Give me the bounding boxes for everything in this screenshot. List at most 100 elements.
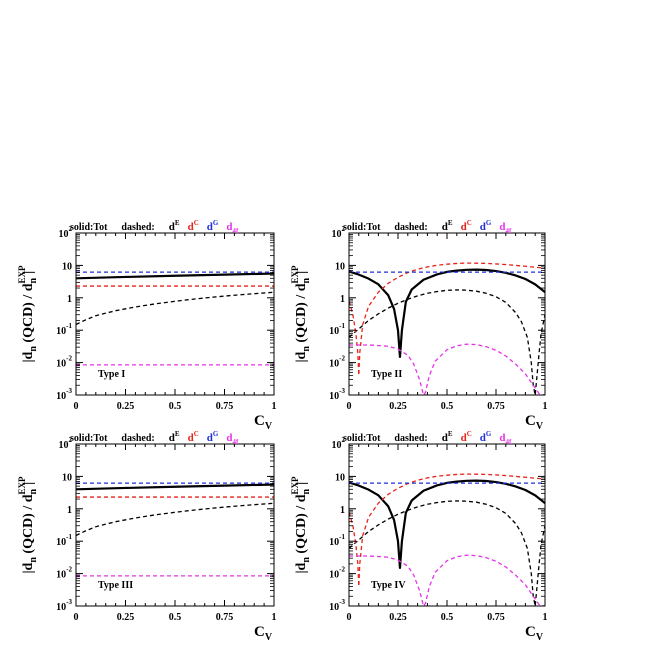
series-line-tot: [349, 479, 545, 569]
x-axis-label: CV: [525, 413, 544, 432]
y-tick-base: 10: [329, 359, 339, 370]
legend-entry-sup: G: [213, 430, 219, 438]
legend-dashed-label: dashed:: [394, 433, 427, 444]
y-tick-exponent: 2: [342, 436, 346, 444]
ylabel-sup: EXP: [290, 265, 300, 284]
x-tick-label: 0: [347, 612, 352, 623]
x-tick-label: 0.25: [389, 612, 407, 623]
ylabel-part: (QCD) / d: [21, 494, 36, 557]
x-tick-label: 0.25: [117, 612, 135, 623]
series-group: [76, 271, 274, 366]
series-line-d4f: [349, 343, 545, 395]
y-tick-label: 102: [59, 436, 73, 451]
y-tick-base: 10: [56, 570, 66, 581]
legend-entry: d: [442, 432, 448, 444]
y-tick-label: 10-1: [329, 322, 345, 337]
y-tick-exponent: 2: [342, 225, 346, 233]
y-tick-exponent: -2: [66, 355, 72, 363]
y-tick-label: 10: [62, 472, 72, 483]
y-tick-label: 1: [340, 294, 345, 305]
y-axis-label: |dn (QCD) / dEXPn|: [17, 476, 39, 574]
y-tick-label: 102: [59, 225, 73, 240]
legend-entry-sup: G: [486, 219, 492, 227]
x-tick-label: 0: [347, 401, 352, 412]
y-tick-base: 1: [67, 294, 72, 305]
x-tick-label: 1: [543, 401, 548, 412]
ylabel-sub: n: [301, 488, 312, 494]
y-tick-base: 1: [67, 505, 72, 516]
y-tick-base: 1: [340, 294, 345, 305]
y-tick-label: 10-1: [56, 533, 72, 548]
x-tick-label: 1: [272, 612, 277, 623]
y-tick-base: 10: [329, 537, 339, 548]
y-tick-base: 10: [329, 602, 339, 613]
x-tick-label: 0.75: [487, 401, 505, 412]
legend-entry-sup: E: [175, 219, 180, 227]
y-tick-exponent: 2: [69, 436, 73, 444]
y-tick-base: 10: [62, 472, 72, 483]
x-tick-label: 0.75: [216, 612, 234, 623]
y-tick-base: 10: [59, 440, 69, 451]
legend-dashed-label: dashed:: [121, 222, 154, 233]
y-tick-base: 10: [56, 326, 66, 337]
y-tick-label: 10-2: [56, 566, 72, 581]
legend-entry-sup: C: [467, 219, 472, 227]
legend-entry-sup: G: [486, 430, 492, 438]
series-line-dC: [349, 473, 545, 588]
series-line-tot: [76, 483, 274, 491]
y-tick-label: 10-1: [56, 322, 72, 337]
y-tick-exponent: -1: [66, 322, 72, 330]
x-tick-label: 0.5: [169, 401, 182, 412]
y-tick-base: 10: [329, 326, 339, 337]
y-tick-base: 10: [56, 391, 66, 402]
series-group: [349, 473, 545, 606]
y-tick-exponent: -1: [66, 533, 72, 541]
legend-entry-sub: 4f: [232, 227, 239, 235]
series-line-tot: [349, 268, 545, 358]
legend-entry: d: [461, 221, 467, 233]
series-line-dC: [349, 262, 545, 377]
legend-entry: d: [499, 432, 505, 444]
x-tick-label: 0.5: [441, 401, 454, 412]
legend-dashed-label: dashed:: [121, 433, 154, 444]
series-line-tot: [76, 272, 274, 280]
legend-entry-sup: G: [213, 219, 219, 227]
y-tick-exponent: -1: [339, 322, 345, 330]
y-tick-base: 10: [335, 472, 345, 483]
y-tick-exponent: -2: [339, 355, 345, 363]
y-tick-exponent: 2: [69, 225, 73, 233]
series-line-dE: [349, 500, 545, 606]
y-tick-exponent: -3: [339, 598, 345, 606]
y-tick-label: 10-3: [56, 598, 72, 613]
legend-entry-sub: 4f: [505, 227, 512, 235]
ylabel-sub: n: [28, 488, 39, 494]
legend-entry-sup: E: [448, 219, 453, 227]
xlabel-base: C: [525, 413, 536, 429]
legend-entry-sub: 4f: [505, 438, 512, 446]
series-line-dE: [349, 289, 545, 395]
ylabel-part: |d: [21, 351, 36, 362]
y-tick-base: 1: [340, 505, 345, 516]
y-tick-label: 1: [67, 294, 72, 305]
ylabel-part: |: [294, 482, 309, 485]
xlabel-sub: V: [536, 632, 544, 643]
y-tick-exponent: -2: [66, 566, 72, 574]
y-tick-label: 102: [332, 436, 346, 451]
ylabel-sup: EXP: [17, 265, 27, 284]
y-tick-label: 10: [62, 261, 72, 272]
xlabel-sub: V: [265, 632, 273, 643]
x-tick-label: 1: [543, 612, 548, 623]
y-axis-label: |dn (QCD) / dEXPn|: [17, 265, 39, 363]
panel-title: Type III: [98, 580, 133, 591]
y-tick-label: 10: [335, 472, 345, 483]
ylabel-part: |d: [294, 351, 309, 362]
xlabel-base: C: [254, 624, 265, 640]
series-group: [76, 482, 274, 577]
series-group: [349, 262, 545, 395]
legend-entry: d: [480, 432, 486, 444]
series-line-dE: [76, 502, 274, 537]
